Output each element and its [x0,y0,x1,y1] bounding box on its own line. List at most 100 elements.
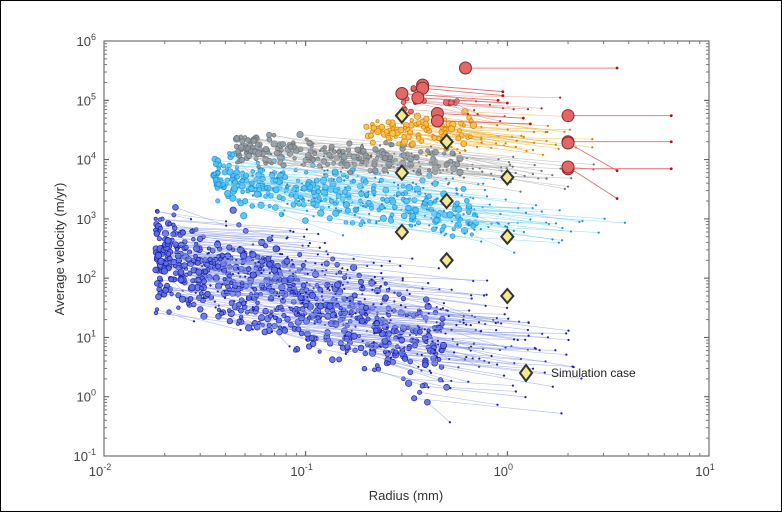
light-blue-point [310,189,317,195]
blue-trail [403,298,429,305]
blue-point [175,292,182,299]
blue-trail-end [439,308,442,311]
red-trail-end [496,98,500,102]
blue-trail-end [505,306,509,309]
red-trail-end [669,140,673,144]
blue-point [401,355,409,362]
blue-trail [182,298,310,303]
red-trail [449,102,542,109]
light-blue-trail [378,209,416,226]
blue-trail-end [239,328,242,332]
gray-point [328,143,335,150]
light-blue-trail [444,214,524,233]
gray-point [262,145,270,153]
orange-trail [373,127,524,138]
light-blue-trail-end [435,197,438,200]
orange-trail-end [591,138,594,141]
gray-point [340,153,348,161]
blue-point [270,266,279,274]
blue-trail-end [260,271,263,275]
blue-trail-end [442,302,446,305]
light-blue-trail-end [305,209,309,212]
gray-point [287,143,294,150]
blue-trail-end [268,272,271,275]
blue-trail-end [478,357,481,360]
light-blue-trail-end [479,228,482,231]
blue-trail-end [404,306,407,309]
blue-point [400,295,407,302]
light-blue-trail-end [466,222,470,225]
orange-trail-end [496,124,499,127]
blue-trail-end [289,229,292,232]
blue-trail [261,242,390,262]
light-blue-point [354,207,360,213]
blue-point [194,259,201,266]
light-blue-point [351,179,357,184]
red-trail [423,100,528,110]
blue-trail [327,284,486,307]
blue-trail [443,344,574,368]
blue-trail-end [301,301,304,304]
blue-point [154,251,163,260]
blue-point [308,291,316,299]
light-blue-trail [346,204,469,226]
blue-trail [191,287,307,293]
blue-point [363,304,370,311]
blue-trail-end [221,283,224,286]
gray-point [245,137,252,144]
blue-trail-end [343,287,346,291]
blue-trail-end [388,260,391,263]
light-blue-trail [232,197,348,207]
blue-trail [217,244,320,249]
blue-trail-end [571,365,574,368]
blue-trail-end [189,218,193,221]
blue-trail [443,345,567,355]
blue-trail-end [379,285,383,288]
blue-point [426,328,431,333]
light-blue-point [471,212,477,217]
blue-point [422,361,429,369]
gray-trail [255,151,372,158]
blue-trail [402,350,526,367]
light-blue-trail-end [513,251,516,254]
light-blue-point [212,161,219,168]
orange-trail-end [464,149,467,152]
light-blue-trail-end [374,176,377,179]
orange-trail [398,143,466,152]
light-blue-point [426,193,432,200]
blue-point [216,307,222,312]
light-blue-point [216,166,221,171]
light-blue-point [470,223,476,229]
blue-point [394,329,399,334]
light-blue-point [302,217,309,224]
blue-point [269,310,274,315]
blue-point [317,349,322,354]
orange-trail [377,131,447,150]
light-blue-point [432,199,438,204]
blue-point [256,320,262,326]
blue-trail-end [465,323,468,326]
blue-point [152,266,160,274]
simulation-case-marker [439,192,454,210]
red-large-point [561,160,575,174]
blue-point [153,230,161,237]
gray-trail-end [320,166,324,169]
orange-trail [464,111,566,117]
blue-point [424,398,431,406]
blue-point [213,240,222,249]
light-blue-trail-end [442,209,446,213]
blue-point [293,348,298,353]
light-blue-trail [215,179,300,202]
orange-point [460,140,468,148]
blue-trail [291,308,429,314]
gray-trail [273,134,314,144]
simulation-case-marker [439,133,454,151]
light-blue-point [460,186,467,192]
red-trail [422,87,503,97]
blue-point [439,315,446,322]
blue-trail-end [580,377,583,380]
light-blue-point [400,192,405,197]
light-blue-trail-end [343,186,347,189]
light-blue-trail-end [504,198,507,201]
blue-point [272,245,280,253]
